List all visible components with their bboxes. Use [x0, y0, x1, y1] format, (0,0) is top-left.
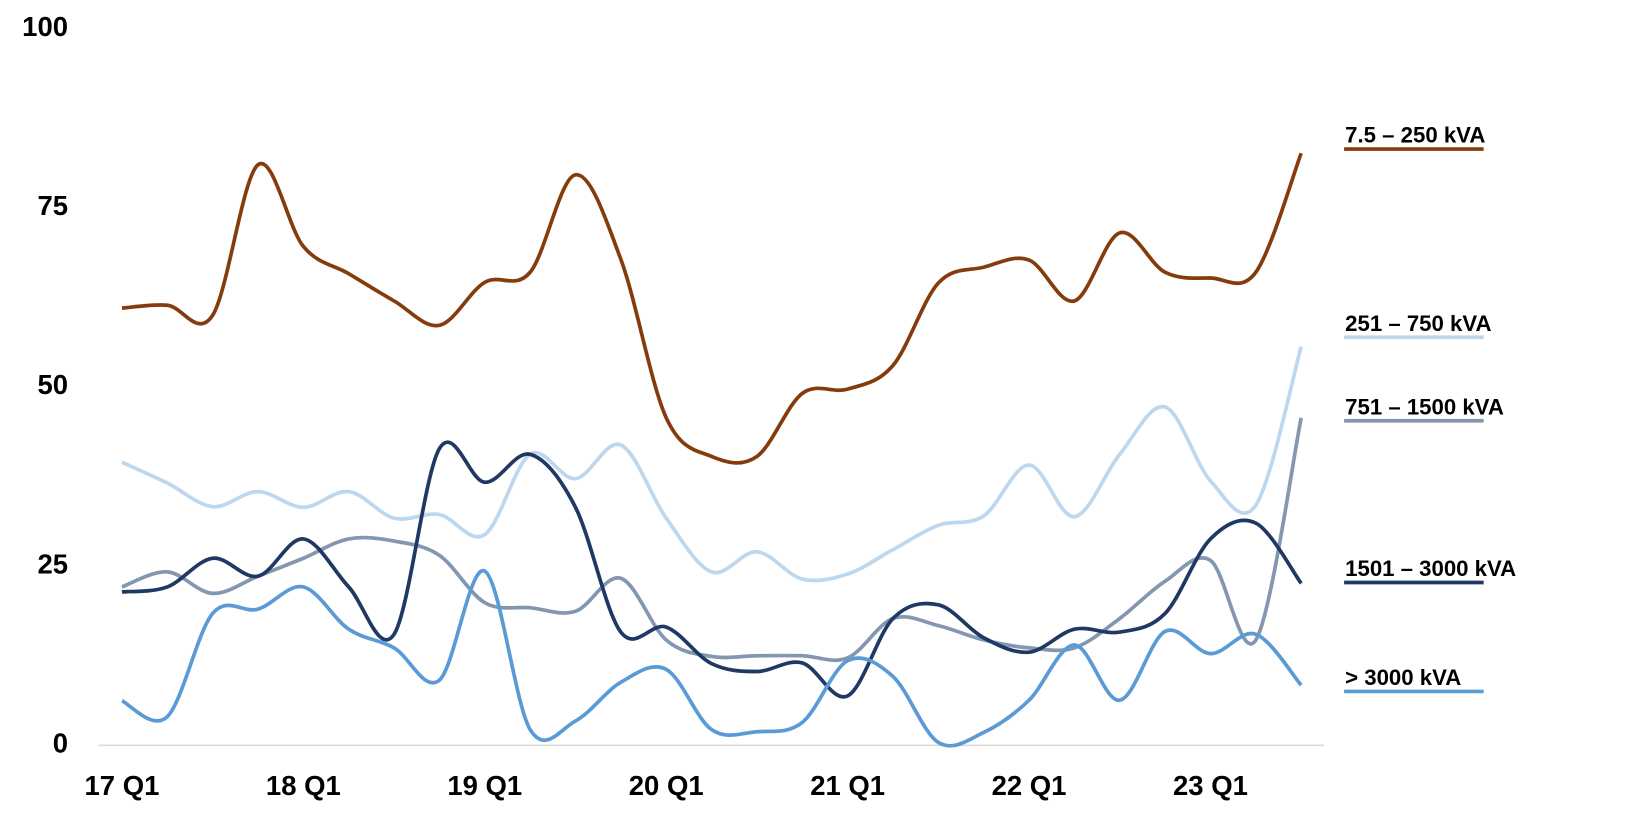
legend-label: 251 – 750 kVA — [1345, 311, 1491, 336]
series-line — [121, 417, 1303, 663]
series-line — [121, 346, 1303, 583]
series-line — [121, 152, 1303, 465]
legend-label: 751 – 1500 kVA — [1345, 394, 1504, 419]
y-tick-label: 100 — [22, 11, 68, 42]
legend-label: 1501 – 3000 kVA — [1345, 556, 1516, 581]
series-line — [121, 569, 1303, 748]
y-tick-label: 0 — [53, 728, 68, 759]
x-tick-label: 23 Q1 — [1173, 770, 1248, 801]
series-line — [121, 440, 1303, 699]
x-tick-label: 21 Q1 — [810, 770, 885, 801]
x-tick-label: 20 Q1 — [629, 770, 704, 801]
y-tick-label: 75 — [37, 190, 68, 221]
y-tick-label: 50 — [37, 369, 68, 400]
x-tick-label: 19 Q1 — [447, 770, 522, 801]
legend-label: > 3000 kVA — [1345, 665, 1461, 690]
x-tick-label: 18 Q1 — [266, 770, 341, 801]
x-tick-label: 17 Q1 — [85, 770, 160, 801]
y-tick-label: 25 — [37, 548, 68, 579]
x-tick-label: 22 Q1 — [992, 770, 1067, 801]
legend-label: 7.5 – 250 kVA — [1345, 123, 1485, 148]
